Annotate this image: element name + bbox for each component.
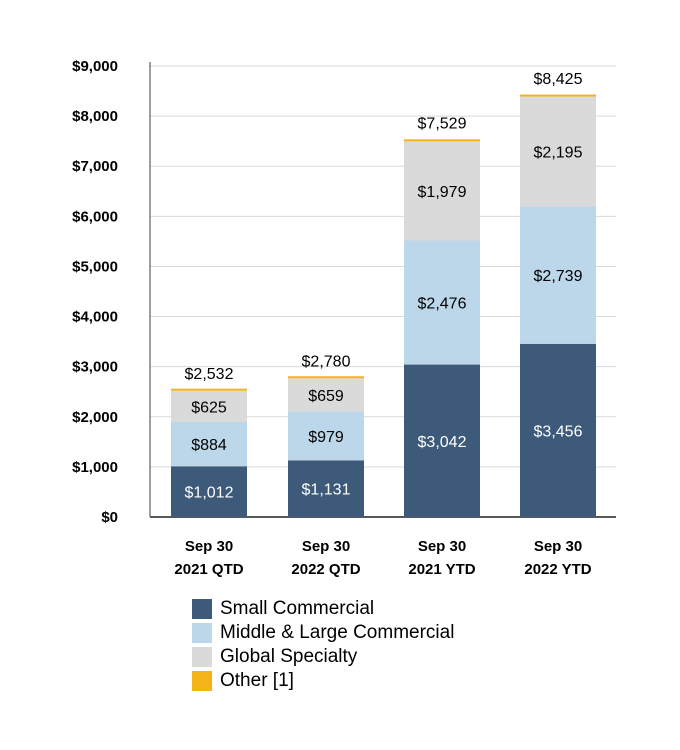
data-label: $1,979 bbox=[418, 184, 467, 201]
legend: Small Commercial Middle & Large Commercia… bbox=[192, 597, 454, 693]
bar-segment bbox=[288, 411, 364, 461]
legend-label: Middle & Large Commercial bbox=[220, 622, 455, 643]
legend-item: Middle & Large Commercial bbox=[192, 621, 454, 645]
bar-segment bbox=[171, 466, 247, 517]
legend-label: Other [1] bbox=[220, 670, 294, 691]
data-label: $2,476 bbox=[418, 296, 467, 313]
bar-segment bbox=[404, 139, 480, 142]
data-label: $3,456 bbox=[534, 423, 583, 440]
total-label: $7,529 bbox=[418, 116, 467, 133]
legend-swatch bbox=[192, 599, 212, 619]
total-label: $2,532 bbox=[185, 366, 234, 383]
x-tick-label: 2022 YTD bbox=[524, 561, 591, 578]
y-tick-label: $3,000 bbox=[72, 359, 118, 376]
total-label: $8,425 bbox=[534, 71, 583, 88]
x-tick-label: 2022 QTD bbox=[291, 561, 360, 578]
legend-swatch bbox=[192, 671, 212, 691]
bar-segment bbox=[520, 343, 596, 517]
data-label: $884 bbox=[191, 437, 227, 454]
data-label: $2,739 bbox=[534, 268, 583, 285]
x-tick-label: 2021 YTD bbox=[408, 561, 475, 578]
data-label: $979 bbox=[308, 429, 344, 446]
legend-swatch bbox=[192, 623, 212, 643]
legend-item: Small Commercial bbox=[192, 597, 454, 621]
x-tick-label: Sep 30 bbox=[534, 538, 582, 555]
data-label: $659 bbox=[308, 388, 344, 405]
bar-segment bbox=[404, 364, 480, 517]
x-tick-label: Sep 30 bbox=[185, 538, 233, 555]
bar-segment bbox=[288, 376, 364, 379]
bar-segment bbox=[288, 378, 364, 412]
y-tick-label: $1,000 bbox=[72, 459, 118, 476]
data-label: $625 bbox=[191, 399, 227, 416]
legend-swatch bbox=[192, 647, 212, 667]
x-tick-label: Sep 30 bbox=[302, 538, 350, 555]
y-tick-label: $0 bbox=[101, 509, 118, 526]
legend-item: Global Specialty bbox=[192, 645, 454, 669]
bar-segment bbox=[520, 96, 596, 207]
x-tick-label: 2021 QTD bbox=[174, 561, 243, 578]
y-tick-label: $8,000 bbox=[72, 108, 118, 125]
bar-segment bbox=[288, 460, 364, 517]
y-tick-label: $7,000 bbox=[72, 158, 118, 175]
total-label: $2,780 bbox=[302, 354, 351, 371]
bar-segment bbox=[171, 388, 247, 391]
y-tick-label: $5,000 bbox=[72, 258, 118, 275]
data-label: $2,195 bbox=[534, 145, 583, 162]
legend-label: Global Specialty bbox=[220, 646, 358, 667]
y-tick-label: $2,000 bbox=[72, 409, 118, 426]
y-tick-label: $9,000 bbox=[72, 58, 118, 75]
stacked-bar-chart: $0 $1,000 $2,000 $3,000 $4,000 $5,000 $6,000 $7… bbox=[72, 58, 616, 578]
y-tick-label: $4,000 bbox=[72, 309, 118, 326]
legend-label: Small Commercial bbox=[220, 598, 375, 619]
x-tick-label: Sep 30 bbox=[418, 538, 466, 555]
bar-segment bbox=[520, 94, 596, 97]
bar-segment bbox=[520, 206, 596, 344]
bar-segment bbox=[171, 421, 247, 467]
bar-segment bbox=[404, 240, 480, 365]
y-tick-label: $6,000 bbox=[72, 208, 118, 225]
bar-segment bbox=[171, 390, 247, 422]
legend-item: Other [1] bbox=[192, 669, 454, 693]
data-label: $3,042 bbox=[418, 434, 467, 451]
bar-segment bbox=[404, 141, 480, 241]
data-label: $1,131 bbox=[302, 482, 351, 499]
data-label: $1,012 bbox=[185, 485, 234, 502]
